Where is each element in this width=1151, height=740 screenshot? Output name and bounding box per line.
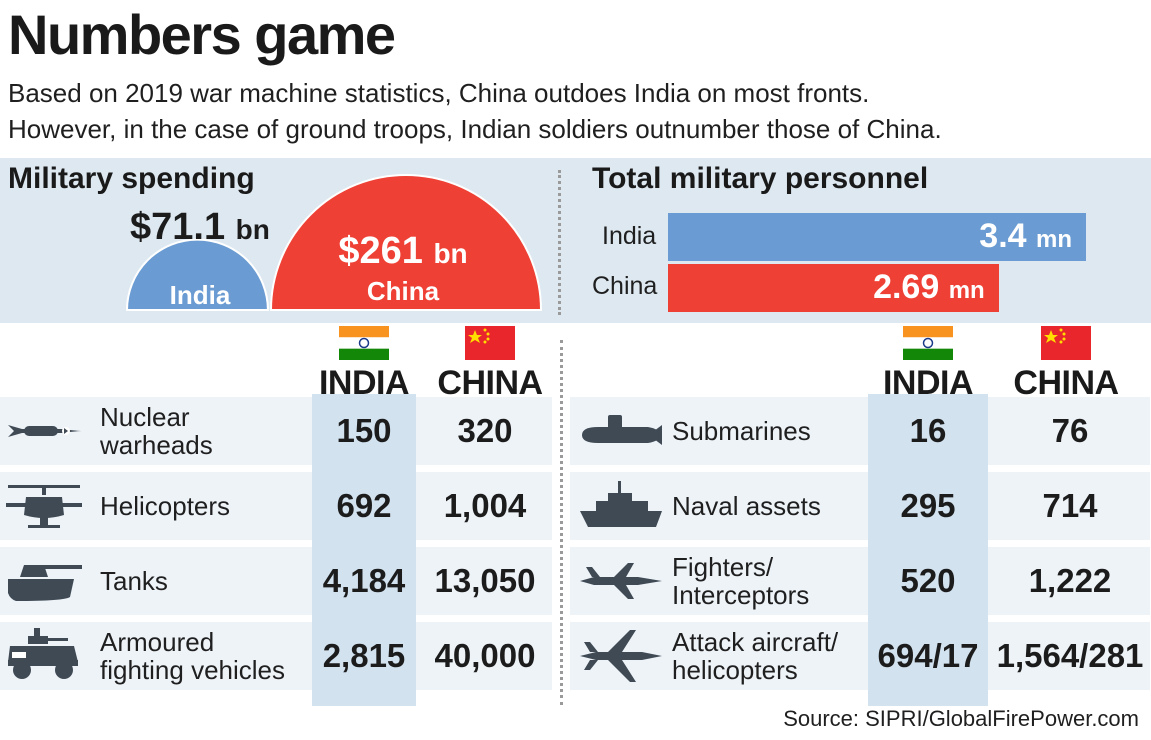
row-label-text: Helicopters: [100, 492, 230, 520]
left-china-header: CHINA: [437, 364, 543, 402]
india-spending-semicircle: [125, 238, 269, 311]
india-value: 150: [336, 412, 392, 449]
personnel-china-value: 2.69 mn: [873, 268, 985, 306]
row-label-line: Helicopters: [100, 491, 231, 521]
india-spending-amount: $71.1 bn: [130, 206, 270, 248]
table-row-background: [0, 622, 552, 690]
row-label: Submarines: [672, 397, 811, 465]
india-cell-highlight: [868, 622, 988, 690]
row-label: Tanks: [100, 547, 168, 615]
row-label-line: Submarines: [672, 416, 811, 446]
personnel-title: Total military personnel: [592, 162, 929, 195]
helicopter-icon: [4, 481, 84, 531]
table-row-background: [0, 472, 552, 540]
row-label: Attack aircraft/helicopters: [672, 622, 838, 690]
left-india-header: INDIA: [318, 364, 410, 402]
india-spending-label: India: [169, 280, 231, 310]
row-label-text: Tanks: [100, 567, 168, 595]
china-value: 1,004: [443, 487, 527, 524]
spending-semicircles: [125, 174, 543, 311]
row-label-line: Fighters/: [672, 552, 774, 582]
china-spending-label: China: [366, 276, 440, 306]
india-cell-highlight: [312, 622, 416, 690]
armoured-vehicle-icon: [4, 626, 84, 686]
table-divider: [560, 340, 563, 705]
row-label-text: Armoured fighting vehicles: [100, 628, 285, 684]
table-row-background: [0, 547, 552, 615]
row-label: Armoured fighting vehicles: [100, 622, 285, 690]
china-value: 76: [1051, 412, 1089, 449]
left-india-flag-icon: [339, 326, 389, 360]
row-label-line: Tanks: [100, 566, 168, 596]
row-label-line: Armoured: [100, 627, 215, 657]
india-value: 694/17: [877, 637, 979, 674]
row-label-text: Fighters/Interceptors: [672, 553, 809, 609]
china-value: 1,564/281: [996, 637, 1144, 674]
india-value: 4,184: [322, 562, 406, 599]
india-value: 2,815: [322, 637, 406, 674]
left-china-flag-icon: [465, 326, 515, 360]
spending-chart: [122, 170, 562, 320]
row-label-line: Attack aircraft/: [672, 627, 839, 657]
subtitle-line-2: However, in the case of ground troops, I…: [8, 114, 942, 144]
row-label: Helicopters: [100, 472, 230, 540]
table-row-background: [570, 622, 1150, 690]
india-value: 295: [900, 487, 956, 524]
china-spending-amount: $261 bn: [338, 230, 468, 272]
personnel-india-bar: 3.4 mn: [668, 213, 1086, 261]
china-value: 40,000: [434, 637, 536, 674]
china-value: 320: [457, 412, 513, 449]
warship-icon: [578, 479, 664, 533]
table-row-background: [570, 472, 1150, 540]
personnel-china-bar: 2.69 mn: [668, 264, 999, 312]
row-label: Naval assets: [672, 472, 821, 540]
row-label-line: Nuclear: [100, 402, 190, 432]
personnel-india-value: 3.4 mn: [979, 217, 1072, 255]
table-row-background: [570, 547, 1150, 615]
india-value: 520: [900, 562, 956, 599]
india-cell-highlight: [868, 397, 988, 465]
india-cell-highlight: [868, 547, 988, 615]
spending-title: Military spending: [8, 162, 255, 195]
source-note: Source: SIPRI/GlobalFirePower.com: [783, 706, 1139, 731]
right-india-header: INDIA: [882, 364, 974, 402]
right-china-flag-icon: [1041, 326, 1091, 360]
subtitle-line-1: Based on 2019 war machine statistics, Ch…: [8, 78, 870, 108]
china-spending-semicircle: [269, 174, 543, 311]
row-label-text: Nuclear warheads: [100, 403, 213, 459]
row-label-text: Attack aircraft/helicopters: [672, 628, 838, 684]
personnel-china-label: China: [592, 272, 658, 300]
row-label-text: Submarines: [672, 417, 811, 445]
top-divider: [558, 170, 561, 315]
submarine-icon: [578, 413, 664, 449]
china-value: 1,222: [1028, 562, 1112, 599]
china-value: 13,050: [434, 562, 536, 599]
fighter-jet-icon: [578, 561, 664, 601]
attack-jet-icon: [578, 628, 664, 684]
row-label-line: Naval assets: [672, 491, 821, 521]
india-value: 692: [336, 487, 392, 524]
india-cell-highlight: [312, 397, 416, 465]
row-label-line: Interceptors: [672, 580, 810, 610]
right-china-header: CHINA: [1013, 364, 1119, 402]
personnel-india-label: India: [602, 222, 657, 250]
row-label-line: fighting vehicles: [100, 655, 285, 685]
india-cell-highlight: [868, 472, 988, 540]
table-row-background: [0, 397, 552, 465]
india-value: 16: [909, 412, 947, 449]
table-row-background: [570, 397, 1150, 465]
row-label-line: warheads: [100, 430, 213, 460]
tank-icon: [4, 559, 84, 603]
missile-icon: [4, 411, 84, 451]
row-label-text: Naval assets: [672, 492, 821, 520]
row-label-line: helicopters: [672, 655, 798, 685]
india-cell-highlight: [312, 547, 416, 615]
page-title: Numbers game: [8, 3, 396, 66]
india-cell-highlight: [312, 472, 416, 540]
row-label: Nuclear warheads: [100, 397, 213, 465]
row-label: Fighters/Interceptors: [672, 547, 809, 615]
right-india-flag-icon: [903, 326, 953, 360]
china-value: 714: [1042, 487, 1098, 524]
